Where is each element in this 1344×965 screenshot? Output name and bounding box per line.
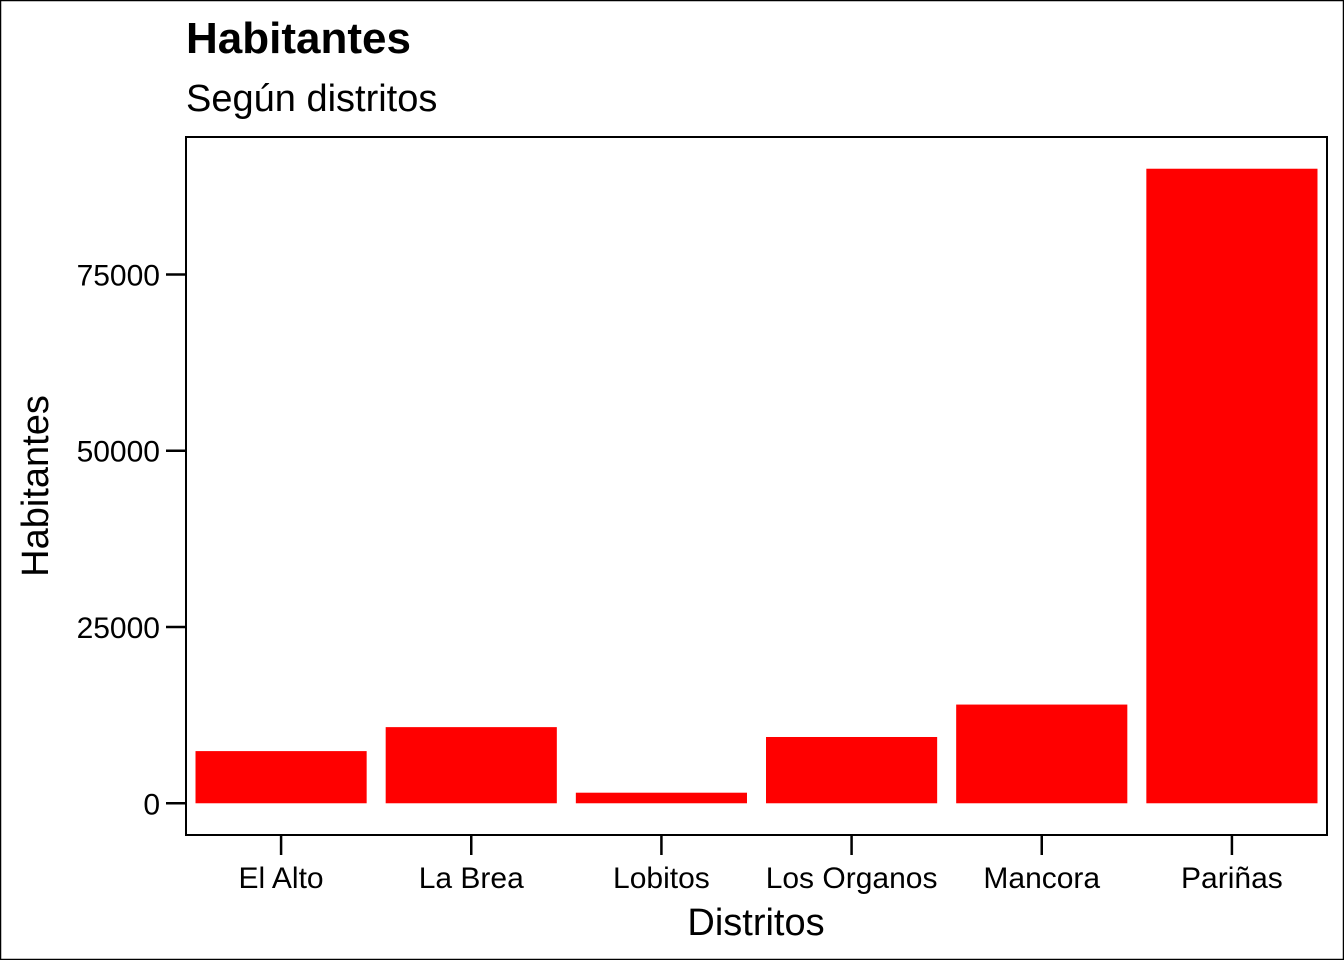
bar-1 bbox=[385, 727, 557, 804]
bar-0 bbox=[195, 751, 367, 804]
x-tick-label-3: Los Organos bbox=[766, 862, 938, 895]
plot-panel bbox=[185, 136, 1328, 836]
y-tick-label-1: 25000 bbox=[77, 612, 160, 645]
x-tick-label-2: Lobitos bbox=[613, 862, 710, 895]
y-tick-label-2: 50000 bbox=[77, 436, 160, 469]
chart-title: Habitantes bbox=[186, 14, 411, 63]
y-axis: 0 25000 50000 75000 bbox=[77, 259, 186, 821]
bar-5 bbox=[1146, 168, 1318, 804]
chart-subtitle: Según distritos bbox=[186, 78, 437, 120]
x-axis-title: Distritos bbox=[687, 902, 824, 944]
bar-4 bbox=[956, 704, 1128, 804]
y-axis-title: Habitantes bbox=[15, 395, 57, 577]
bar-2 bbox=[575, 792, 747, 804]
bars-layer bbox=[195, 168, 1318, 804]
x-tick-label-1: La Brea bbox=[419, 862, 524, 895]
y-tick-label-0: 0 bbox=[143, 788, 160, 821]
x-tick-label-5: Pariñas bbox=[1181, 862, 1283, 895]
x-axis: El Alto La Brea Lobitos Los Organos Mancora P… bbox=[239, 835, 1283, 895]
x-tick-label-0: El Alto bbox=[239, 862, 324, 895]
y-tick-label-3: 75000 bbox=[77, 259, 160, 292]
bar-3 bbox=[766, 736, 938, 804]
x-tick-label-4: Mancora bbox=[983, 862, 1100, 895]
